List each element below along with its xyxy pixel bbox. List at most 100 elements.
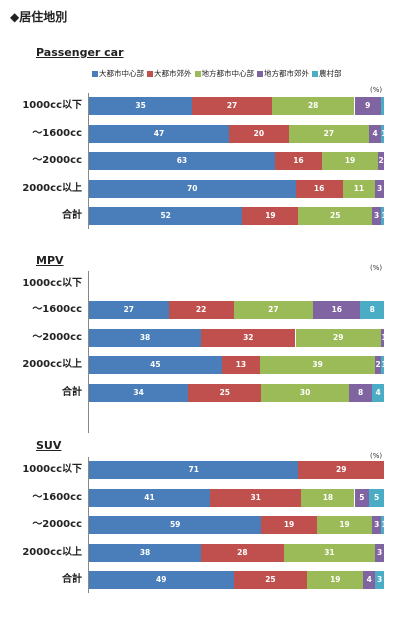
legend-label: 大都市郊外 [154,69,192,78]
bar-segment [354,97,382,115]
legend-swatch [92,70,98,77]
data-label: 28 [237,547,248,557]
legend-item: 地方都市郊外 [257,68,309,79]
data-label: 25 [219,387,231,397]
bar-row: 41 31 18 5 5 [89,488,384,507]
bar-segment [381,97,384,115]
category-label: ～1600cc [32,491,82,503]
bar-segment [288,124,370,143]
data-label: 1 [381,520,387,529]
bar-segment [188,383,262,402]
legend-swatch [194,70,201,77]
data-label: 63 [176,156,188,165]
chart-title: Passenger car [36,46,124,59]
data-label: 8 [369,305,375,314]
data-label: 16 [293,156,304,165]
category-axis [88,271,89,433]
bar-segment [233,571,308,589]
data-label: 25 [330,211,341,220]
data-label: 3 [376,575,383,584]
data-label: 1 [381,360,387,369]
bar-segment [201,543,284,562]
bar-segment [89,97,193,115]
data-label: 3 [374,520,380,529]
bar-segment [209,488,302,507]
data-label: 3 [376,183,383,193]
category-label: 1000cc以下 [22,464,82,475]
data-label: 8 [358,387,364,397]
data-label: 71 [188,465,199,474]
legend-swatch [312,70,318,77]
bar-segment [89,301,169,319]
bar-segment [381,328,384,347]
data-label: 16 [313,183,325,193]
data-label: 11 [353,183,365,193]
bar-segment [274,152,323,170]
data-label: 2 [378,156,384,165]
data-label: 27 [226,101,238,110]
bar-segment [375,356,382,374]
category-label: 合計 [62,386,82,398]
data-label: 32 [243,332,254,342]
bar-row: 38 28 31 3 [89,543,384,562]
category-label: ～1600cc [32,304,82,315]
data-label: 39 [312,360,323,369]
bar-segment [261,516,317,534]
bar-segment [378,152,384,170]
unit-label: (%) [370,86,383,94]
category-label: ～2000cc [32,155,82,166]
bar-row: 27 22 27 16 8 [89,301,384,319]
data-label: 31 [250,492,261,502]
legend-item: 大都市郊外 [147,68,192,79]
data-label: 19 [265,211,276,220]
bar-segment [381,207,384,225]
bar-segment [271,97,355,115]
data-label: 27 [268,305,279,314]
data-label: 2 [375,360,381,369]
bar-segment [381,124,384,143]
data-label: 1 [381,332,387,342]
bar-segment [375,543,384,562]
bar-segment [381,356,384,374]
data-label: 19 [330,575,341,584]
data-label: 27 [123,305,135,314]
bar-segment [221,356,261,374]
bar-segment [375,571,384,589]
bar-segment [89,124,230,143]
bar-segment [89,383,189,402]
legend-swatch [257,70,263,77]
bar-segment [89,328,202,347]
data-label: 25 [265,575,276,584]
unit-label: (%) [370,264,383,272]
data-label: 29 [333,332,344,342]
bar-segment [381,516,384,534]
data-label: 20 [253,128,265,138]
bar-row: 59 19 19 3 1 [89,516,387,534]
bar-segment [89,461,299,479]
bar-segment [295,179,343,198]
legend-swatch [147,70,153,77]
bar-segment [201,328,296,347]
category-label: 1000cc以下 [22,100,82,111]
data-label: 4 [366,575,372,584]
bar-segment [89,207,243,225]
chart-title: MPV [36,254,64,267]
category-label: 2000cc以上 [22,182,82,194]
bar-segment [233,301,314,319]
data-label: 18 [322,492,334,502]
bar-row: 49 25 19 4 3 [89,571,384,589]
data-label: 35 [135,101,146,110]
legend-item: 農村部 [312,68,342,79]
chart-title: SUV [36,439,62,452]
category-label: ～1600cc [32,127,82,139]
data-label: 19 [283,520,295,529]
data-label: 1 [381,128,387,138]
bar-segment [242,207,299,225]
bar-segment [89,488,210,507]
data-label: 30 [299,387,311,397]
legend-item: 地方都市中心部 [194,68,254,79]
bar-segment [322,152,379,170]
bar-segment [298,207,373,225]
data-label: 9 [365,101,371,110]
bar-segment [307,571,364,589]
